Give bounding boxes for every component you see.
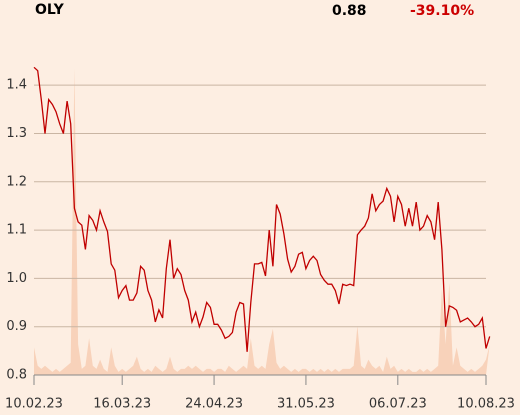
x-tick-label: 16.03.23 [93,397,151,412]
ticker: OLY [35,2,65,18]
x-tick-label: 24.04.23 [185,397,243,412]
y-tick-label: 0.8 [6,368,27,383]
price-line [33,66,491,352]
y-tick-label: 1.4 [6,78,27,93]
change: -39.10% [410,3,474,19]
y-tick-label: 1.2 [6,174,27,189]
x-tick-label: 10.02.23 [5,397,63,412]
y-tick-label: 0.9 [6,319,27,334]
price: 0.88 [332,3,367,19]
x-tick-label: 06.07.23 [369,397,427,412]
y-tick-label: 1.0 [6,271,27,286]
x-tick-label: 10.08.23 [457,397,515,412]
volume-area [34,68,490,375]
y-tick-label: 1.1 [6,223,27,238]
x-tick-label: 31.05.23 [277,397,335,412]
y-tick-label: 1.3 [6,126,27,141]
